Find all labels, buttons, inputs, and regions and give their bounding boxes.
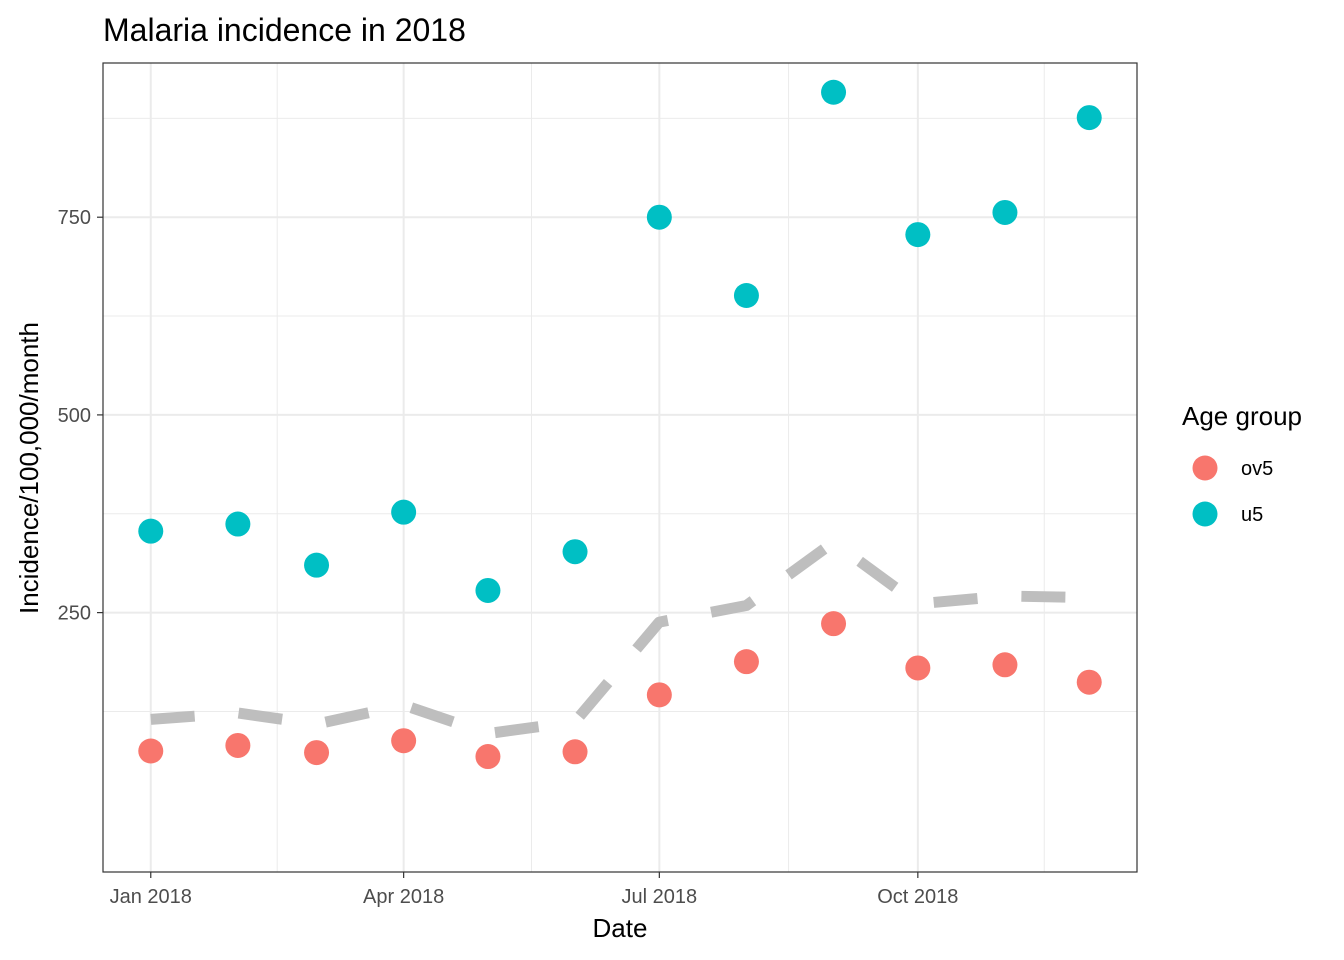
legend-label-u5: u5 bbox=[1241, 504, 1263, 526]
legend: Age group ov5 u5 bbox=[1182, 401, 1302, 527]
legend-entries: ov5 u5 bbox=[1192, 455, 1273, 527]
ov5-point bbox=[905, 655, 931, 681]
u5-point bbox=[562, 539, 588, 565]
u5-point bbox=[905, 222, 931, 248]
y-axis: 250 500 750 bbox=[58, 207, 103, 625]
ov5-point bbox=[138, 738, 164, 764]
ov5-point bbox=[304, 740, 330, 766]
ov5-point bbox=[992, 652, 1018, 678]
x-tick-label: Jan 2018 bbox=[110, 886, 192, 908]
u5-point bbox=[733, 282, 759, 308]
y-tick-label: 500 bbox=[58, 405, 91, 427]
u5-point bbox=[138, 518, 164, 544]
ov5-point bbox=[475, 744, 501, 770]
legend-key-ov5 bbox=[1192, 455, 1218, 481]
x-axis: Jan 2018 Apr 2018 Jul 2018 Oct 2018 bbox=[110, 872, 958, 908]
legend-key-u5 bbox=[1192, 501, 1218, 527]
u5-point bbox=[821, 79, 847, 105]
ov5-point bbox=[391, 728, 417, 754]
u5-point bbox=[646, 204, 672, 230]
x-tick-label: Apr 2018 bbox=[363, 886, 444, 908]
u5-point bbox=[304, 552, 330, 578]
series-layer bbox=[138, 79, 1102, 770]
u5-point bbox=[475, 577, 501, 603]
u5-point bbox=[225, 511, 251, 537]
ov5-point bbox=[562, 739, 588, 765]
ov5-point bbox=[821, 611, 847, 637]
x-tick-label: Oct 2018 bbox=[877, 886, 958, 908]
ov5-point bbox=[225, 732, 251, 758]
chart-title: Malaria incidence in 2018 bbox=[103, 12, 466, 48]
u5-point bbox=[1076, 105, 1102, 131]
ov5-point bbox=[733, 649, 759, 675]
x-axis-title: Date bbox=[593, 913, 648, 943]
minor-gridlines bbox=[103, 63, 1137, 872]
legend-label-ov5: ov5 bbox=[1241, 458, 1273, 480]
ov5-point bbox=[646, 682, 672, 708]
panel-border bbox=[102, 62, 1138, 873]
ov5-point bbox=[1076, 669, 1102, 695]
y-axis-title: Incidence/100,000/month bbox=[14, 322, 44, 614]
legend-title: Age group bbox=[1182, 401, 1302, 431]
plot-panel bbox=[102, 62, 1138, 873]
y-tick-label: 250 bbox=[58, 603, 91, 625]
x-tick-label: Jul 2018 bbox=[622, 886, 698, 908]
u5-point bbox=[391, 499, 417, 525]
y-tick-label: 750 bbox=[58, 207, 91, 229]
u5-point bbox=[992, 199, 1018, 225]
panel-background bbox=[103, 63, 1137, 872]
